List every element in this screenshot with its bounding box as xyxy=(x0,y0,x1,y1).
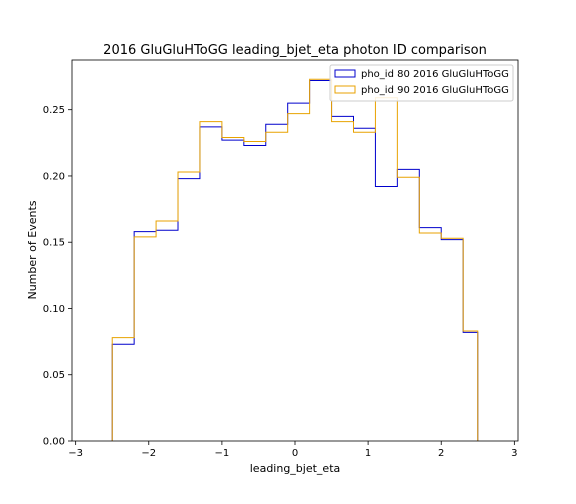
series-step-line-0 xyxy=(111,80,479,441)
y-tick-label-2: 0.10 xyxy=(43,304,65,315)
y-axis-label: Number of Events xyxy=(26,200,39,299)
legend-box xyxy=(329,64,514,102)
legend: pho_id 80 2016 GluGluHToGG pho_id 90 2016… xyxy=(329,64,514,102)
x-tick-label-2: −1 xyxy=(215,448,230,459)
y-tick-label-0: 0.00 xyxy=(43,437,65,448)
legend-swatch-0 xyxy=(334,69,356,78)
y-axis: 0.00 0.05 0.10 0.15 0.20 0.25 xyxy=(43,105,72,448)
y-tick-label-5: 0.25 xyxy=(43,105,65,116)
x-tick-label-5: 2 xyxy=(438,448,444,459)
x-tick-label-4: 1 xyxy=(365,448,371,459)
plot-frame xyxy=(71,59,519,442)
x-axis-label: leading_bjet_eta xyxy=(250,462,341,475)
legend-label-1: pho_id 90 2016 GluGluHToGG xyxy=(361,85,509,96)
y-tick-label-3: 0.15 xyxy=(43,238,65,249)
x-tick-label-1: −2 xyxy=(141,448,156,459)
y-tick-label-4: 0.20 xyxy=(43,171,65,182)
legend-swatch-1 xyxy=(334,85,356,94)
x-tick-label-0: −3 xyxy=(68,448,83,459)
x-tick-label-3: 0 xyxy=(292,448,298,459)
legend-label-0: pho_id 80 2016 GluGluHToGG xyxy=(361,69,509,80)
x-axis: −3 −2 −1 0 1 2 3 xyxy=(68,441,518,459)
plot-area xyxy=(71,59,519,442)
chart-title: 2016 GluGluHToGG leading_bjet_eta photon… xyxy=(103,43,487,58)
x-tick-label-6: 3 xyxy=(511,448,517,459)
series-step-line-1 xyxy=(111,78,479,441)
y-tick-label-1: 0.05 xyxy=(43,370,65,381)
